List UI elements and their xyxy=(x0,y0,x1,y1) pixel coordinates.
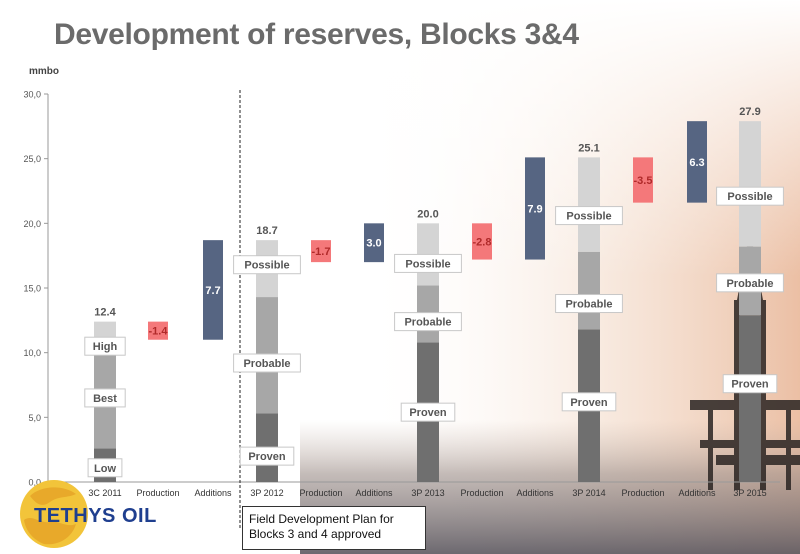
segment-label-box xyxy=(233,353,301,373)
segment-label-box xyxy=(84,336,126,356)
segment-label-possible: Possible xyxy=(566,211,611,223)
production-bar xyxy=(311,240,331,263)
tethys-oil-logo xyxy=(20,480,88,548)
production-bar xyxy=(633,157,653,203)
production-bar xyxy=(148,321,168,340)
segment-label-box xyxy=(394,312,462,332)
segment-label-box xyxy=(555,206,623,226)
additions-value-label: 7.9 xyxy=(527,203,542,215)
bar-segment-probable xyxy=(578,251,600,330)
bar-total-label: 18.7 xyxy=(256,225,277,237)
production-bar xyxy=(472,223,492,260)
segment-label-probable: Probable xyxy=(243,358,290,370)
additions-bar xyxy=(525,157,545,260)
y-tick-label: 20,0 xyxy=(23,219,41,229)
bar-total-label: 25.1 xyxy=(578,142,599,154)
x-tick-label: Production xyxy=(299,488,342,498)
additions-bar xyxy=(687,121,707,203)
x-tick-label: 3C 2011 xyxy=(88,488,121,498)
bar-segment-possible xyxy=(739,121,761,247)
bar-total-label: 12.4 xyxy=(94,307,116,319)
y-tick-label: 5,0 xyxy=(28,413,41,423)
segment-label-proven: Proven xyxy=(731,379,769,391)
production-value-label: -1.7 xyxy=(312,246,331,258)
segment-label-box xyxy=(239,446,295,466)
segment-label-box xyxy=(87,458,123,478)
segment-label-box xyxy=(561,392,617,412)
y-tick-label: 25,0 xyxy=(23,154,41,164)
x-tick-label: Additions xyxy=(194,488,232,498)
segment-label-high: High xyxy=(93,341,118,353)
additions-value-label: 3.0 xyxy=(366,238,381,250)
page-title: Development of reserves, Blocks 3&4 xyxy=(54,18,579,51)
segment-label-box xyxy=(84,388,126,408)
bar-total-label: 20.0 xyxy=(417,208,438,220)
x-tick-label: Production xyxy=(621,488,664,498)
segment-label-possible: Possible xyxy=(405,258,450,270)
logo-text: TETHYS OIL xyxy=(34,505,157,527)
additions-bar xyxy=(364,223,384,263)
segment-label-box xyxy=(555,294,623,314)
segment-label-best: Best xyxy=(93,393,117,405)
segment-label-box xyxy=(400,402,456,422)
x-tick-label: Additions xyxy=(516,488,554,498)
segment-label-box xyxy=(394,253,462,273)
bar-segment-possible xyxy=(578,157,600,252)
segment-label-proven: Proven xyxy=(248,451,286,463)
segment-label-box xyxy=(722,374,778,394)
x-tick-label: 3P 2014 xyxy=(572,488,605,498)
production-value-label: -1.4 xyxy=(149,326,169,338)
x-tick-label: 3P 2013 xyxy=(411,488,444,498)
segment-label-probable: Probable xyxy=(404,317,451,329)
additions-value-label: 6.3 xyxy=(689,157,704,169)
globe-icon xyxy=(20,480,88,548)
segment-label-box xyxy=(233,255,301,275)
additions-bar xyxy=(203,240,223,340)
x-tick-label: Additions xyxy=(355,488,393,498)
segment-label-possible: Possible xyxy=(727,191,772,203)
segment-label-probable: Probable xyxy=(565,299,612,311)
x-tick-label: 3P 2012 xyxy=(250,488,283,498)
segment-label-low: Low xyxy=(94,463,116,475)
production-value-label: -3.5 xyxy=(634,175,653,187)
segment-label-proven: Proven xyxy=(570,397,608,409)
x-tick-label: Production xyxy=(136,488,179,498)
y-tick-label: 30,0 xyxy=(23,90,41,100)
segment-label-possible: Possible xyxy=(244,260,289,272)
y-tick-label: 0,0 xyxy=(28,478,41,488)
bar-total-label: 27.9 xyxy=(739,106,760,118)
y-tick-label: 10,0 xyxy=(23,348,41,358)
fdp-approval-note: Field Development Plan for Blocks 3 and … xyxy=(242,506,426,550)
segment-label-proven: Proven xyxy=(409,407,447,419)
additions-value-label: 7.7 xyxy=(205,285,220,297)
x-tick-label: Additions xyxy=(678,488,716,498)
x-tick-label: 3P 2015 xyxy=(733,488,766,498)
y-tick-label: 15,0 xyxy=(23,284,41,294)
segment-label-box xyxy=(716,273,784,293)
y-axis-unit-label: mmbo xyxy=(29,66,59,77)
x-tick-label: Production xyxy=(460,488,503,498)
segment-label-box xyxy=(716,186,784,206)
production-value-label: -2.8 xyxy=(473,236,492,248)
bar-segment-proven xyxy=(739,315,761,482)
segment-label-probable: Probable xyxy=(726,278,773,290)
